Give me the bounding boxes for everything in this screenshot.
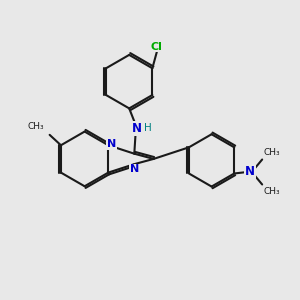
Text: N: N <box>245 166 255 178</box>
Text: CH₃: CH₃ <box>264 187 280 196</box>
Text: H: H <box>144 123 152 133</box>
Text: CH₃: CH₃ <box>28 122 44 131</box>
Text: N: N <box>130 164 139 175</box>
Text: CH₃: CH₃ <box>264 148 280 157</box>
Text: Cl: Cl <box>151 42 163 52</box>
Text: N: N <box>132 122 142 135</box>
Text: N: N <box>107 139 116 149</box>
